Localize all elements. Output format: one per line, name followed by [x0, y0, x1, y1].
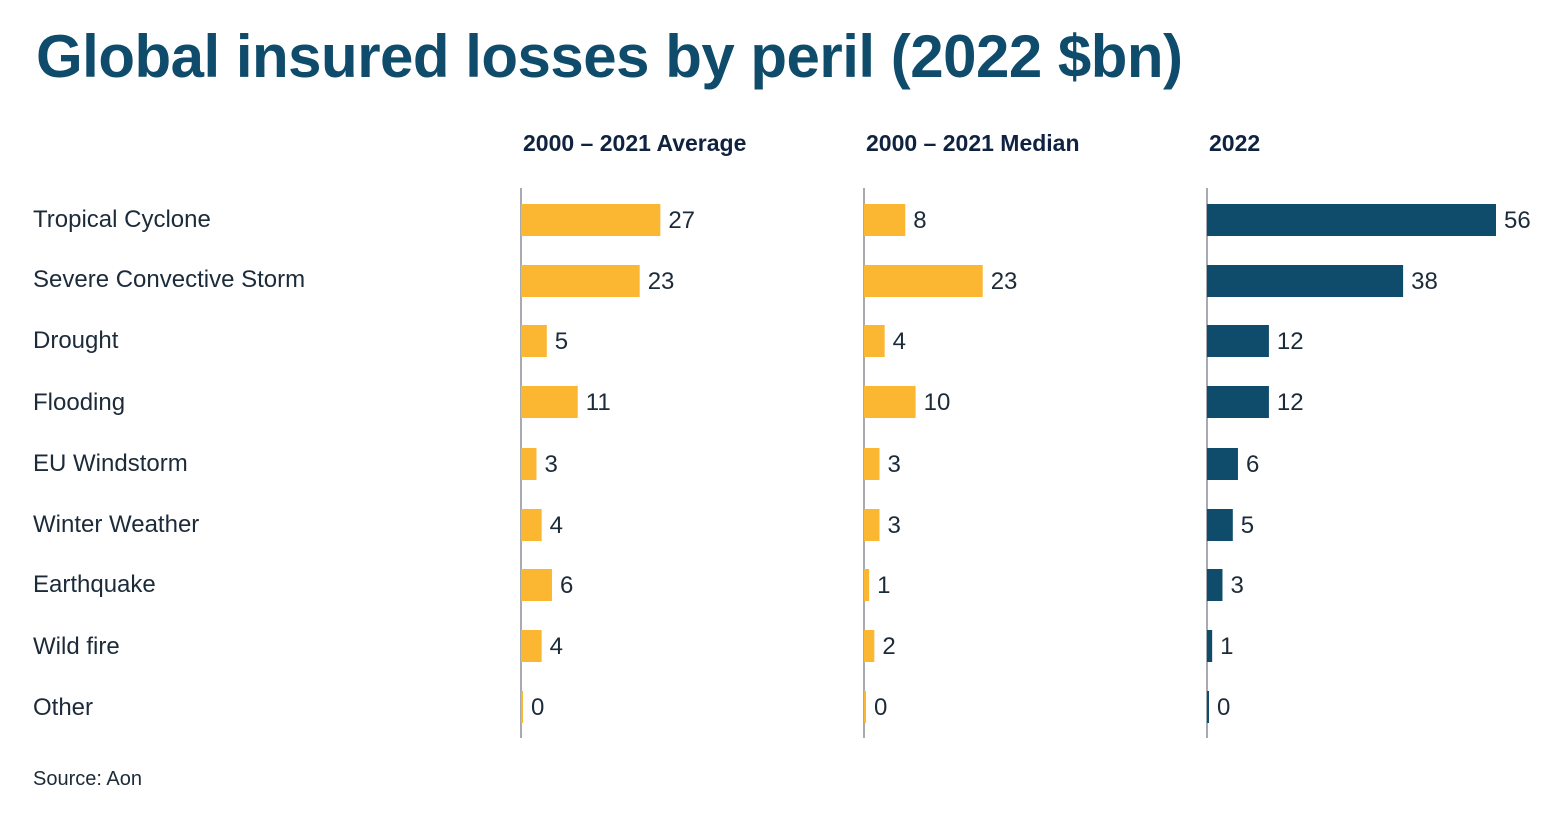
data-label: 5 [555, 328, 568, 355]
data-label: 11 [586, 389, 611, 416]
bar [1207, 265, 1404, 297]
category-label: Tropical Cyclone [33, 206, 211, 233]
bar [1207, 204, 1496, 236]
category-label: Other [33, 694, 94, 721]
data-label: 27 [668, 207, 695, 234]
panel-header-median: 2000 – 2021 Median [866, 130, 1080, 156]
chart-title: Global insured losses by peril (2022 $bn… [36, 23, 1183, 90]
bar [864, 386, 916, 418]
bar [864, 509, 880, 541]
data-label: 3 [887, 512, 900, 539]
bar [521, 569, 552, 601]
bar [1207, 691, 1209, 723]
data-label: 6 [1246, 451, 1259, 478]
data-label: 10 [924, 389, 951, 416]
data-label: 3 [887, 451, 900, 478]
bar [864, 630, 875, 662]
bar [521, 204, 661, 236]
data-label: 38 [1411, 268, 1438, 295]
bar [864, 204, 906, 236]
bar [1207, 569, 1223, 601]
data-label: 5 [1241, 512, 1254, 539]
data-label: 1 [877, 572, 890, 599]
data-label: 56 [1504, 207, 1531, 234]
data-label: 0 [874, 694, 887, 721]
category-label: Severe Convective Storm [33, 266, 306, 293]
data-label: 0 [1217, 694, 1230, 721]
source-note: Source: Aon [33, 768, 142, 790]
data-label: 3 [544, 451, 557, 478]
data-label: 12 [1277, 328, 1304, 355]
panel-header-2022: 2022 [1209, 130, 1261, 156]
bar [864, 265, 983, 297]
data-label: 4 [550, 633, 563, 660]
data-label: 23 [648, 268, 675, 295]
category-label: Drought [33, 327, 119, 354]
bar [521, 509, 542, 541]
bar [521, 265, 640, 297]
data-label: 4 [893, 328, 906, 355]
data-label: 3 [1230, 572, 1243, 599]
category-label: Earthquake [33, 571, 156, 598]
category-label: Flooding [33, 389, 126, 416]
bar [521, 448, 537, 480]
data-label: 12 [1277, 389, 1304, 416]
data-label: 4 [550, 512, 563, 539]
bar [1207, 448, 1238, 480]
data-label: 0 [531, 694, 544, 721]
bar [1207, 325, 1269, 357]
data-label: 8 [913, 207, 926, 234]
bar [1207, 386, 1269, 418]
bar [864, 325, 885, 357]
category-label: EU Windstorm [33, 450, 188, 477]
bar [1207, 509, 1233, 541]
data-label: 2 [882, 633, 895, 660]
bar [1207, 630, 1213, 662]
bar [521, 691, 523, 723]
bar [521, 325, 547, 357]
data-label: 1 [1220, 633, 1233, 660]
data-label: 6 [560, 572, 573, 599]
bar [864, 569, 870, 601]
bar [521, 630, 542, 662]
bar [864, 448, 880, 480]
panel-header-average: 2000 – 2021 Average [523, 130, 747, 156]
data-label: 23 [991, 268, 1018, 295]
bar [864, 691, 866, 723]
category-label: Winter Weather [33, 511, 200, 538]
bar [521, 386, 578, 418]
category-label: Wild fire [33, 633, 120, 660]
